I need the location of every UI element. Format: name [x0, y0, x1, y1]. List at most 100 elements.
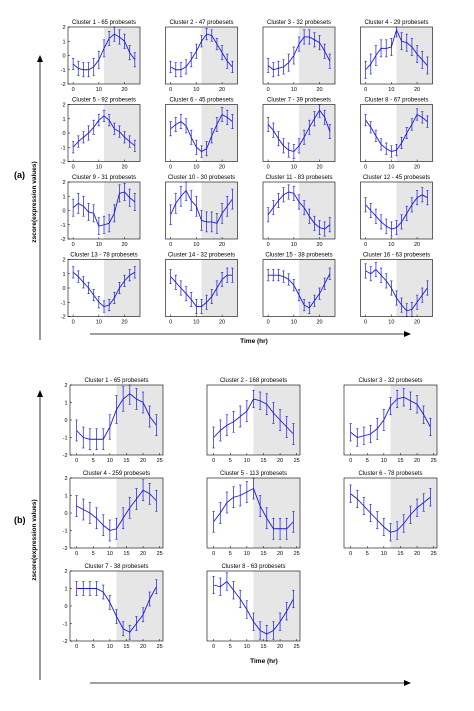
- x-tick-label: 10: [107, 458, 113, 464]
- dark-period-shade: [396, 104, 433, 162]
- x-tick-label: 10: [244, 458, 250, 464]
- y-tick-label: 1: [64, 587, 67, 593]
- x-tick-label: 0: [169, 165, 172, 171]
- y-tick-label: -2: [61, 160, 66, 166]
- x-tick-label: 5: [229, 551, 232, 557]
- series-line: [72, 271, 136, 308]
- subplot-title: Cluster 2 - 168 probesets: [220, 378, 287, 384]
- x-tick-label: 20: [317, 87, 323, 93]
- y-tick-label: -2: [63, 546, 68, 552]
- subplot-title: Cluster 1 - 65 probesets: [84, 378, 148, 384]
- x-tick-label: 0: [364, 320, 367, 326]
- x-tick-label: 25: [431, 551, 437, 557]
- subplot-title: Cluster 16 - 63 probesets: [363, 253, 430, 259]
- x-tick-label: 5: [229, 644, 232, 650]
- subplot-title: Cluster 9 - 31 probesets: [72, 175, 136, 181]
- x-tick-label: 10: [193, 242, 199, 248]
- x-tick-label: 10: [193, 320, 199, 326]
- x-tick-label: 15: [260, 551, 266, 557]
- y-tick-label: 0: [64, 604, 67, 610]
- panel-a-subplot: Cluster 15 - 38 probesets 0 10 20: [262, 253, 336, 326]
- axes-frame: [262, 26, 336, 85]
- x-tick-label: 20: [414, 165, 420, 171]
- dark-period-shade: [253, 478, 300, 548]
- panel-a-subplot: Cluster 6 - 45 probesets 0 10 20: [165, 98, 238, 171]
- x-tick-label: 20: [219, 87, 225, 93]
- series-line: [350, 396, 431, 438]
- x-tick-label: 10: [96, 242, 102, 248]
- x-tick-label: 20: [277, 551, 283, 557]
- series-line: [213, 580, 294, 635]
- dark-period-shade: [104, 27, 140, 84]
- x-tick-label: 0: [75, 644, 78, 650]
- x-tick-label: 25: [157, 551, 163, 557]
- panel-a-ylabel: zscore(expression values): [31, 161, 38, 242]
- dark-period-shade: [253, 571, 300, 641]
- x-tick-label: 20: [317, 242, 323, 248]
- subplot-title: Cluster 11 - 83 probesets: [266, 175, 333, 181]
- x-tick-label: 20: [414, 242, 420, 248]
- x-tick-label: 0: [364, 87, 367, 93]
- dark-period-shade: [201, 259, 238, 317]
- subplot-title: Cluster 2 - 47 probesets: [169, 20, 233, 26]
- dark-period-shade: [299, 259, 335, 317]
- panel-a-subplot: Cluster 7 - 39 probesets 0 10 20: [262, 98, 336, 171]
- subplot-title: Cluster 6 - 45 probesets: [169, 98, 233, 104]
- panel-b-subplot: Cluster 2 - 168 probesets 0 5 10 15 20 25: [206, 378, 301, 464]
- x-tick-label: 10: [388, 242, 394, 248]
- x-tick-label: 0: [364, 165, 367, 171]
- series-line: [365, 113, 428, 153]
- axes-frame: [360, 104, 433, 162]
- x-tick-label: 0: [267, 242, 270, 248]
- x-tick-label: 0: [349, 551, 352, 557]
- y-tick-label: -2: [61, 237, 66, 243]
- x-tick-label: 25: [431, 458, 437, 464]
- x-tick-label: 0: [72, 87, 75, 93]
- x-tick-label: 0: [212, 458, 215, 464]
- dark-period-shade: [201, 104, 238, 162]
- x-tick-label: 25: [157, 644, 163, 650]
- dark-period-shade: [396, 27, 433, 84]
- subplot-title: Cluster 7 - 39 probesets: [267, 98, 331, 104]
- x-tick-label: 0: [169, 87, 172, 93]
- x-tick-label: 25: [294, 644, 300, 650]
- dark-period-shade: [201, 27, 238, 84]
- x-tick-label: 15: [123, 458, 129, 464]
- x-tick-label: 15: [260, 458, 266, 464]
- y-tick-label: 2: [62, 180, 65, 186]
- dark-period-shade: [201, 182, 238, 239]
- subplot-title: Cluster 5 - 113 probesets: [220, 471, 287, 477]
- x-tick-label: 10: [193, 87, 199, 93]
- subplot-title: Cluster 8 - 67 probesets: [364, 98, 428, 104]
- series-line: [365, 28, 428, 71]
- x-tick-label: 10: [291, 320, 297, 326]
- y-tick-label: 2: [62, 25, 65, 31]
- axes-frame: [165, 181, 238, 240]
- x-tick-label: 0: [75, 551, 78, 557]
- x-tick-label: 15: [123, 644, 129, 650]
- x-tick-label: 5: [229, 458, 232, 464]
- subplot-title: Cluster 1 - 65 probesets: [72, 20, 136, 26]
- series-line: [213, 398, 294, 438]
- series-line: [267, 191, 331, 230]
- panel-a-subplot: Cluster 14 - 32 probesets 0 10 20: [165, 253, 238, 326]
- x-tick-label: 20: [277, 458, 283, 464]
- x-tick-label: 5: [92, 644, 95, 650]
- x-tick-label: 10: [291, 87, 297, 93]
- x-tick-label: 0: [349, 458, 352, 464]
- series-line: [350, 493, 431, 533]
- x-tick-label: 15: [397, 551, 403, 557]
- x-tick-label: 0: [212, 644, 215, 650]
- x-tick-label: 10: [291, 242, 297, 248]
- axes-frame: [343, 477, 438, 549]
- x-tick-label: 10: [381, 551, 387, 557]
- panel-b-y-arrow: [37, 390, 43, 680]
- axes-frame: [165, 26, 238, 85]
- y-tick-label: 0: [64, 511, 67, 517]
- x-tick-label: 0: [72, 242, 75, 248]
- x-tick-label: 20: [277, 644, 283, 650]
- series-line: [213, 487, 294, 530]
- axes-frame: [165, 259, 238, 317]
